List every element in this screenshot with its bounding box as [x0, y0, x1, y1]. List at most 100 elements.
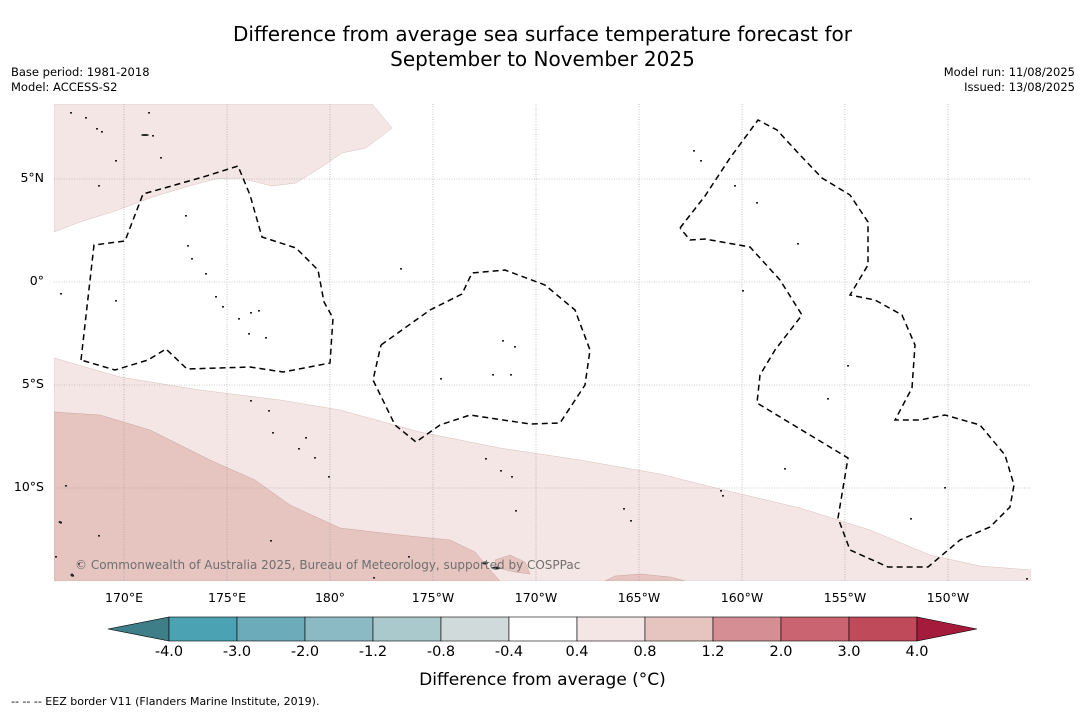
- island-mark: [298, 448, 300, 450]
- longitude-label: 155°W: [823, 590, 867, 605]
- island-mark: [515, 510, 517, 512]
- eez-footnote: -- -- -- EEZ border V11 (Flanders Marine…: [11, 695, 320, 708]
- eez-border-phoenix: [372, 269, 591, 443]
- island-mark: [722, 495, 724, 497]
- island-mark: [65, 485, 67, 487]
- island-mark: [152, 135, 154, 137]
- model-run: Model run: 11/08/2025: [943, 65, 1075, 79]
- island-mark: [60, 522, 62, 524]
- colorbar-segment: [780, 616, 850, 642]
- map-title: Difference from average sea surface temp…: [0, 22, 1085, 72]
- island-mark: [238, 318, 240, 320]
- island-mark: [623, 508, 625, 510]
- island-mark: [222, 306, 224, 308]
- anomaly-region-south-dark: [54, 411, 501, 581]
- eez-borders: [80, 119, 1015, 568]
- island-mark: [720, 490, 722, 492]
- colorbar-segment: [576, 616, 646, 642]
- island-mark: [314, 457, 316, 459]
- island-mark: [500, 470, 502, 472]
- island-mark: [265, 337, 267, 339]
- longitude-label: 180°: [314, 590, 346, 605]
- map-area: [54, 104, 1031, 581]
- island-mark: [248, 333, 250, 335]
- colorbar-tick-label: -0.8: [426, 644, 456, 660]
- longitude-label: 175°E: [207, 590, 247, 605]
- colorbar-tick-label: -2.0: [290, 644, 320, 660]
- island-mark: [373, 577, 375, 579]
- island-mark: [1026, 578, 1028, 580]
- latitude-label: 5°N: [20, 170, 44, 185]
- island-mark: [400, 268, 402, 270]
- island-mark: [70, 112, 72, 114]
- island-mark: [827, 398, 829, 400]
- colorbar: [107, 616, 978, 642]
- island-mark: [96, 128, 98, 130]
- graticule: [54, 104, 1031, 581]
- colorbar-tick-label: 2.0: [769, 644, 793, 660]
- colorbar-segment: [440, 616, 510, 642]
- island-mark: [482, 561, 488, 565]
- colorbar-extend-low: [107, 616, 170, 642]
- latitude-label: 5°S: [21, 376, 44, 391]
- island-mark: [70, 573, 74, 577]
- colorbar-segment: [508, 616, 578, 642]
- island-mark: [491, 566, 501, 570]
- longitude-label: 150°W: [926, 590, 970, 605]
- island-mark: [944, 487, 946, 489]
- latitude-label: 10°S: [13, 479, 44, 494]
- issued-date: Issued: 13/08/2025: [964, 80, 1075, 94]
- colorbar-tick-label: 0.4: [565, 644, 589, 660]
- colorbar-tick-label: 1.2: [701, 644, 725, 660]
- island-mark: [250, 400, 252, 402]
- island-mark: [784, 468, 786, 470]
- island-mark: [101, 131, 103, 133]
- title-line-2: September to November 2025: [390, 47, 695, 71]
- island-mark: [408, 556, 410, 558]
- colorbar-segment: [236, 616, 306, 642]
- eez-border-line-islands: [679, 119, 1015, 568]
- longitude-label: 160°W: [720, 590, 764, 605]
- colorbar-tick-label: -3.0: [222, 644, 252, 660]
- island-mark: [98, 185, 100, 187]
- anomaly-region-north: [54, 104, 393, 233]
- island-mark: [440, 378, 442, 380]
- island-mark: [115, 300, 117, 302]
- colorbar-label: Difference from average (°C): [419, 670, 666, 690]
- island-mark: [185, 215, 187, 217]
- colorbar-segment: [644, 616, 714, 642]
- island-mark: [734, 185, 736, 187]
- base-period: Base period: 1981-2018: [11, 65, 150, 79]
- meta-left: Base period: 1981-2018 Model: ACCESS-S2: [11, 65, 150, 95]
- longitude-label: 170°E: [104, 590, 144, 605]
- island-mark: [305, 437, 307, 439]
- island-mark: [910, 518, 912, 520]
- island-mark: [148, 112, 150, 114]
- colorbar-tick-label: -0.4: [494, 644, 524, 660]
- latitude-label: 0°: [29, 273, 44, 288]
- model-name: Model: ACCESS-S2: [11, 80, 118, 94]
- island-mark: [511, 476, 513, 478]
- island-mark: [85, 117, 87, 119]
- colorbar-segment: [372, 616, 442, 642]
- island-mark: [847, 365, 849, 367]
- island-mark: [502, 340, 504, 342]
- longitude-label: 175°W: [411, 590, 455, 605]
- island-mark: [700, 160, 702, 162]
- island-mark: [187, 245, 189, 247]
- island-mark: [215, 296, 217, 298]
- island-mark: [60, 293, 62, 295]
- island-mark: [510, 374, 512, 376]
- island-mark: [78, 563, 80, 565]
- colorbar-segment: [848, 616, 918, 642]
- anomaly-patch-bottom: [604, 573, 686, 581]
- island-mark: [270, 540, 272, 542]
- copyright-notice: © Commonwealth of Australia 2025, Bureau…: [75, 558, 581, 572]
- colorbar-segment: [304, 616, 374, 642]
- colorbar-tick-label: -4.0: [154, 644, 184, 660]
- longitude-label: 165°W: [617, 590, 661, 605]
- island-mark: [191, 258, 193, 260]
- island-mark: [258, 310, 260, 312]
- colorbar-tick-label: -1.2: [358, 644, 388, 660]
